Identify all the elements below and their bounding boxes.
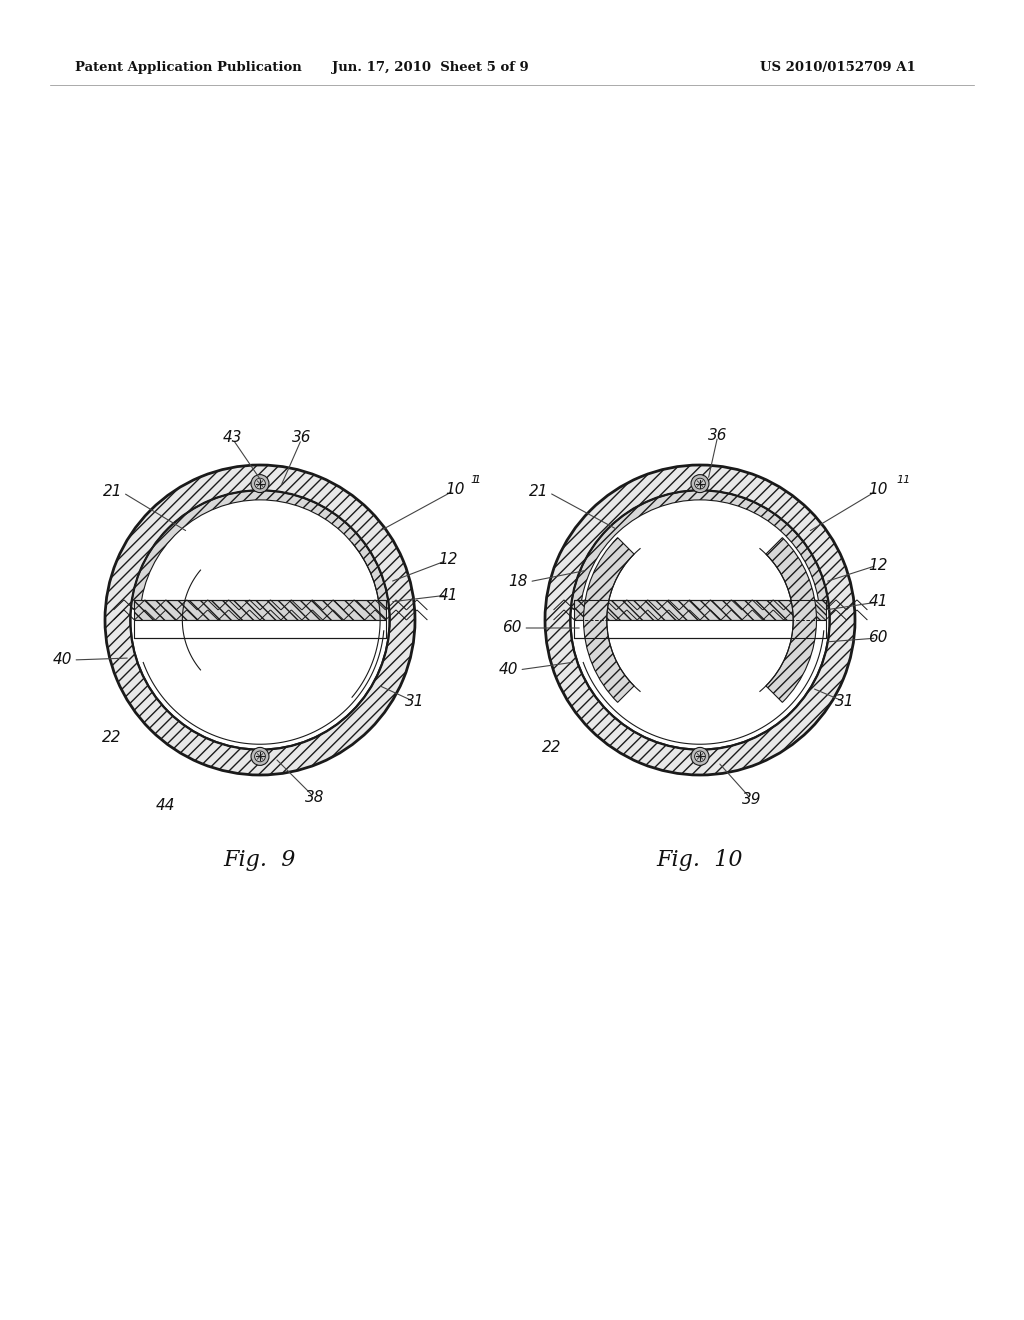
Circle shape (251, 475, 269, 492)
Circle shape (255, 478, 265, 488)
Text: Patent Application Publication: Patent Application Publication (75, 62, 302, 74)
Text: 44: 44 (156, 797, 175, 813)
Text: 1: 1 (470, 475, 477, 484)
Circle shape (691, 747, 709, 766)
Text: 39: 39 (742, 792, 762, 808)
Circle shape (105, 465, 415, 775)
Text: 22: 22 (102, 730, 122, 746)
Wedge shape (571, 491, 829, 610)
Bar (134, 599, 386, 620)
Circle shape (255, 751, 265, 762)
Bar (134, 620, 386, 638)
Text: 38: 38 (305, 791, 325, 805)
Text: 22: 22 (543, 741, 562, 755)
Wedge shape (584, 537, 634, 702)
Circle shape (570, 491, 829, 750)
Circle shape (694, 751, 706, 762)
Text: 60: 60 (503, 620, 522, 635)
Text: 41: 41 (868, 594, 888, 610)
Wedge shape (105, 465, 415, 775)
Circle shape (694, 478, 706, 488)
Bar (574, 599, 825, 620)
Wedge shape (766, 537, 816, 702)
Text: 1: 1 (473, 475, 480, 484)
Circle shape (545, 465, 855, 775)
Circle shape (131, 491, 389, 750)
Text: 36: 36 (292, 430, 311, 446)
Text: 43: 43 (222, 430, 242, 446)
Text: 11: 11 (896, 475, 910, 484)
Text: 10: 10 (868, 483, 888, 498)
Text: 60: 60 (868, 631, 888, 645)
Text: 40: 40 (499, 663, 518, 677)
Text: 18: 18 (509, 574, 528, 590)
Text: 12: 12 (438, 553, 458, 568)
Text: 31: 31 (406, 694, 425, 710)
Text: 10: 10 (445, 483, 465, 498)
Text: Fig.  10: Fig. 10 (656, 849, 743, 871)
Text: 12: 12 (868, 557, 888, 573)
Text: 31: 31 (836, 694, 855, 710)
Text: 36: 36 (709, 428, 728, 442)
Circle shape (251, 747, 269, 766)
Text: US 2010/0152709 A1: US 2010/0152709 A1 (760, 62, 915, 74)
Text: 21: 21 (102, 484, 122, 499)
Text: Fig.  9: Fig. 9 (224, 849, 296, 871)
Text: 40: 40 (52, 652, 72, 668)
Circle shape (691, 475, 709, 492)
Text: 41: 41 (438, 587, 458, 602)
Bar (574, 620, 825, 638)
Wedge shape (545, 465, 855, 775)
Wedge shape (131, 491, 389, 610)
Text: Jun. 17, 2010  Sheet 5 of 9: Jun. 17, 2010 Sheet 5 of 9 (332, 62, 528, 74)
Text: 21: 21 (528, 484, 548, 499)
